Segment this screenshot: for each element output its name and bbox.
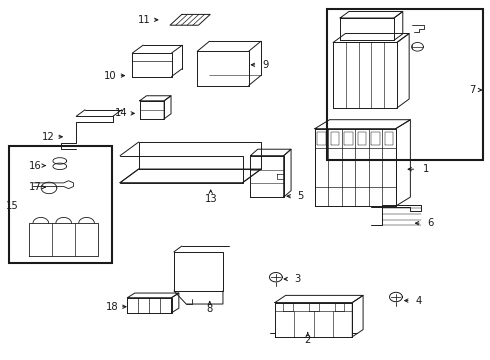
Text: 15: 15 — [6, 201, 19, 211]
Text: 10: 10 — [104, 71, 117, 81]
Text: 13: 13 — [204, 194, 217, 204]
Text: 8: 8 — [207, 304, 213, 314]
Bar — [9, 146, 112, 263]
Text: 7: 7 — [469, 85, 476, 95]
Text: 3: 3 — [294, 274, 300, 284]
Text: 1: 1 — [423, 164, 430, 174]
Bar — [327, 9, 483, 160]
Text: 4: 4 — [416, 296, 422, 306]
Text: 14: 14 — [115, 108, 128, 118]
Text: 18: 18 — [105, 302, 118, 312]
Text: 9: 9 — [262, 60, 269, 70]
Text: 5: 5 — [297, 191, 304, 201]
Text: 6: 6 — [427, 218, 434, 228]
Text: 17: 17 — [29, 182, 42, 192]
Text: 11: 11 — [138, 15, 151, 25]
Text: 16: 16 — [29, 161, 42, 171]
Text: 12: 12 — [42, 132, 54, 142]
Text: 2: 2 — [304, 335, 311, 345]
